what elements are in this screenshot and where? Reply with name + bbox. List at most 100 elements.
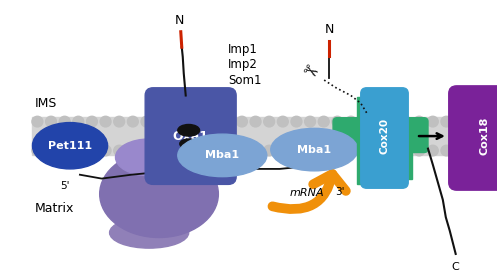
Circle shape bbox=[264, 145, 274, 156]
Ellipse shape bbox=[100, 151, 218, 238]
Text: ✂: ✂ bbox=[298, 61, 320, 84]
Circle shape bbox=[168, 116, 179, 127]
Text: Oxa1: Oxa1 bbox=[172, 129, 208, 143]
Circle shape bbox=[46, 116, 56, 127]
Circle shape bbox=[182, 145, 193, 156]
Circle shape bbox=[223, 116, 234, 127]
Circle shape bbox=[32, 145, 43, 156]
Circle shape bbox=[318, 145, 329, 156]
FancyBboxPatch shape bbox=[361, 88, 408, 188]
Circle shape bbox=[250, 116, 261, 127]
Circle shape bbox=[318, 116, 329, 127]
Circle shape bbox=[154, 116, 166, 127]
Text: Imp2: Imp2 bbox=[228, 58, 258, 71]
Circle shape bbox=[482, 116, 493, 127]
Circle shape bbox=[86, 116, 98, 127]
FancyBboxPatch shape bbox=[145, 88, 236, 184]
Text: N: N bbox=[175, 14, 184, 27]
Circle shape bbox=[223, 145, 234, 156]
Circle shape bbox=[59, 116, 70, 127]
Circle shape bbox=[332, 116, 343, 127]
Circle shape bbox=[168, 145, 179, 156]
Bar bbox=[394, 134, 412, 179]
Circle shape bbox=[59, 145, 70, 156]
Circle shape bbox=[304, 116, 316, 127]
Circle shape bbox=[428, 145, 438, 156]
Circle shape bbox=[250, 145, 261, 156]
Circle shape bbox=[128, 145, 138, 156]
Text: C: C bbox=[452, 262, 460, 272]
Ellipse shape bbox=[178, 134, 267, 177]
Circle shape bbox=[141, 145, 152, 156]
Ellipse shape bbox=[178, 124, 200, 136]
Text: Imp1: Imp1 bbox=[228, 43, 258, 56]
Circle shape bbox=[454, 116, 466, 127]
Text: IMS: IMS bbox=[34, 97, 57, 110]
Ellipse shape bbox=[32, 123, 108, 169]
Circle shape bbox=[359, 145, 370, 156]
Circle shape bbox=[373, 116, 384, 127]
Circle shape bbox=[182, 116, 193, 127]
Circle shape bbox=[291, 116, 302, 127]
Ellipse shape bbox=[271, 128, 358, 171]
Ellipse shape bbox=[110, 217, 188, 248]
Bar bbox=[32, 117, 487, 155]
Circle shape bbox=[414, 116, 424, 127]
Text: Som1: Som1 bbox=[228, 74, 262, 87]
Circle shape bbox=[441, 116, 452, 127]
Circle shape bbox=[86, 145, 98, 156]
Bar bbox=[357, 97, 374, 184]
Circle shape bbox=[454, 145, 466, 156]
Circle shape bbox=[196, 145, 206, 156]
Circle shape bbox=[400, 116, 411, 127]
Circle shape bbox=[236, 145, 248, 156]
Ellipse shape bbox=[168, 156, 186, 170]
Circle shape bbox=[128, 116, 138, 127]
FancyArrowPatch shape bbox=[272, 174, 346, 209]
Circle shape bbox=[100, 145, 111, 156]
Text: Cox18: Cox18 bbox=[480, 117, 490, 155]
Circle shape bbox=[346, 116, 356, 127]
Text: Mba1: Mba1 bbox=[205, 150, 240, 160]
Text: Mba1: Mba1 bbox=[297, 145, 332, 155]
Text: 5': 5' bbox=[60, 181, 70, 190]
Text: Matrix: Matrix bbox=[34, 202, 74, 215]
Circle shape bbox=[73, 116, 84, 127]
Circle shape bbox=[400, 145, 411, 156]
Circle shape bbox=[386, 145, 398, 156]
Circle shape bbox=[196, 116, 206, 127]
Circle shape bbox=[373, 145, 384, 156]
Circle shape bbox=[386, 116, 398, 127]
Circle shape bbox=[114, 145, 124, 156]
FancyBboxPatch shape bbox=[449, 86, 500, 190]
Circle shape bbox=[359, 116, 370, 127]
Circle shape bbox=[278, 116, 288, 127]
FancyBboxPatch shape bbox=[333, 118, 428, 153]
Circle shape bbox=[428, 116, 438, 127]
Circle shape bbox=[46, 145, 56, 156]
Circle shape bbox=[141, 116, 152, 127]
Circle shape bbox=[414, 145, 424, 156]
Text: N: N bbox=[324, 23, 334, 36]
Circle shape bbox=[468, 145, 479, 156]
Circle shape bbox=[32, 116, 43, 127]
Circle shape bbox=[209, 116, 220, 127]
Circle shape bbox=[264, 116, 274, 127]
Circle shape bbox=[100, 116, 111, 127]
Circle shape bbox=[209, 145, 220, 156]
Ellipse shape bbox=[116, 139, 183, 176]
Circle shape bbox=[291, 145, 302, 156]
Text: Pet111: Pet111 bbox=[48, 141, 92, 151]
Circle shape bbox=[236, 116, 248, 127]
Circle shape bbox=[114, 116, 124, 127]
Circle shape bbox=[304, 145, 316, 156]
Text: mRNA: mRNA bbox=[290, 188, 324, 198]
Text: Cox20: Cox20 bbox=[380, 118, 390, 154]
Circle shape bbox=[278, 145, 288, 156]
Circle shape bbox=[441, 145, 452, 156]
Circle shape bbox=[346, 145, 356, 156]
Text: Cox2: Cox2 bbox=[366, 141, 394, 151]
Circle shape bbox=[468, 116, 479, 127]
Ellipse shape bbox=[180, 139, 198, 149]
Circle shape bbox=[482, 145, 493, 156]
